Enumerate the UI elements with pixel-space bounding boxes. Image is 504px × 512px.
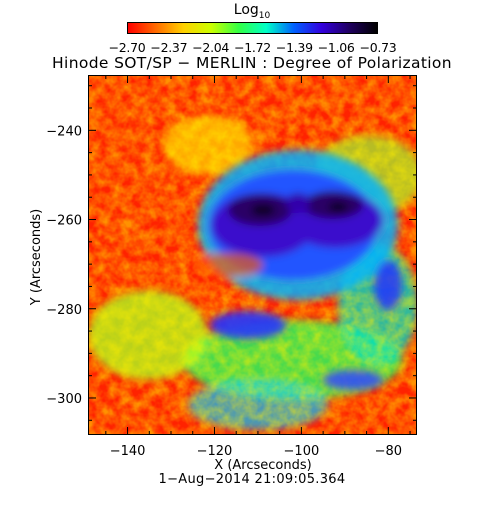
timestamp: 1−Aug−2014 21:09:05.364 [158,472,346,487]
colorbar-label-main: Log [233,2,259,18]
colorbar-tick-label: −1.72 [234,40,271,55]
x-tick-label: −80 [375,444,402,459]
colorbar-tick-label: −2.04 [192,40,230,55]
colorbar-tick-label: −0.73 [359,40,397,55]
colorbar-ticks: −2.70 −2.37 −2.04 −1.72 −1.39 −1.06 −0.73 [0,40,504,55]
y-axis-label: Y (Arcseconds) [29,209,44,306]
y-tick-label: −280 [46,303,82,318]
axis-ticks [88,75,417,435]
colorbar-label: Log10 [0,2,504,21]
plot-frame [88,75,417,435]
colorbar-tick-label: −1.39 [275,40,313,55]
y-tick-label: −260 [46,214,82,229]
colorbar-tick-label: −2.70 [108,40,146,55]
x-tick-label: −100 [284,444,320,459]
plot-area [88,75,417,435]
y-tick-label: −300 [46,392,82,407]
y-tick-label: −240 [46,124,82,139]
chart-title: Hinode SOT/SP − MERLIN : Degree of Polar… [52,54,452,72]
tick-labels: −140 −120 −100 −80 −240 −260 −280 −300 [46,124,402,459]
colorbar-label-sub: 10 [258,10,271,21]
x-axis-label: X (Arcseconds) [214,458,311,473]
colorbar [127,22,378,34]
colorbar-tick-label: −1.06 [317,40,355,55]
polarization-map [88,75,417,435]
x-tick-label: −120 [197,444,233,459]
x-tick-label: −140 [110,444,146,459]
colorbar-tick-label: −2.37 [150,40,188,55]
